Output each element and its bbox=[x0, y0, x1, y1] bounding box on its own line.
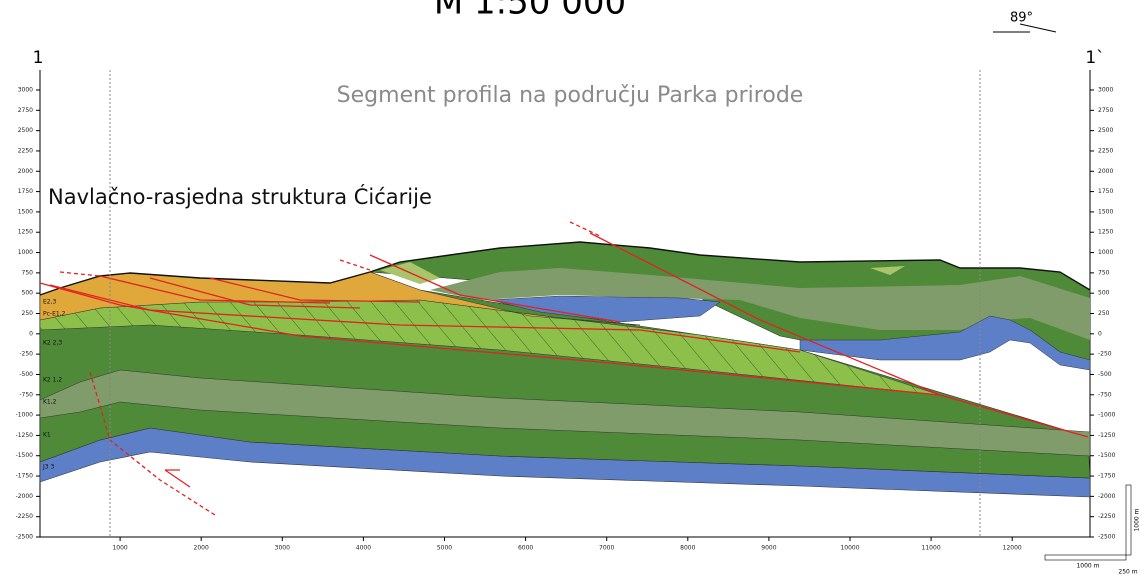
scale-bar-label: 1000 m bbox=[1076, 563, 1099, 570]
y-tick-label: 2250 bbox=[18, 147, 33, 154]
x-tick-label: 12000 bbox=[1003, 545, 1022, 552]
y-tick-label-right: 1750 bbox=[1098, 188, 1113, 195]
x-tick-label: 9000 bbox=[761, 545, 776, 552]
y-tick-label-right: 1000 bbox=[1098, 249, 1113, 256]
y-tick-label-right: 750 bbox=[1098, 269, 1110, 276]
y-tick-label: -1250 bbox=[16, 432, 34, 439]
profile-start: 1 bbox=[33, 48, 44, 68]
y-tick-label: 1000 bbox=[18, 249, 33, 256]
y-tick-label-right: 1500 bbox=[1098, 208, 1113, 215]
x-tick-label: 3000 bbox=[275, 545, 290, 552]
y-tick-label-right: 3000 bbox=[1098, 87, 1113, 94]
x-tick-label: 2000 bbox=[194, 545, 209, 552]
y-tick-label-right: 500 bbox=[1098, 290, 1110, 297]
y-tick-label-right: -750 bbox=[1098, 391, 1112, 398]
x-tick-label: 7000 bbox=[599, 545, 614, 552]
x-tick-label: 1000 bbox=[112, 545, 127, 552]
cross-section: M 1:50 000 89° 1 1` Segment profila na p… bbox=[0, 0, 1141, 576]
scale-bar bbox=[1045, 555, 1126, 560]
y-tick-label-right: 2250 bbox=[1098, 147, 1113, 154]
y-tick-label: -1500 bbox=[16, 452, 34, 459]
scale-title: M 1:50 000 bbox=[434, 0, 626, 23]
y-tick-label: 2750 bbox=[18, 107, 33, 114]
y-tick-label: 1750 bbox=[18, 188, 33, 195]
y-tick-label-right: -1000 bbox=[1098, 412, 1116, 419]
y-tick-label-right: -2000 bbox=[1098, 493, 1116, 500]
layer-label: Pc-E1,2 bbox=[43, 311, 66, 318]
y-tick-label-right: -500 bbox=[1098, 371, 1112, 378]
x-tick-label: 10000 bbox=[840, 545, 859, 552]
y-tick-label: 750 bbox=[22, 269, 34, 276]
y-tick-label: -500 bbox=[19, 371, 33, 378]
y-tick-label-right: 2000 bbox=[1098, 168, 1113, 175]
layer-label: K1,2 bbox=[43, 399, 57, 406]
y-tick-label: 500 bbox=[22, 290, 34, 297]
y-tick-label: -750 bbox=[19, 391, 33, 398]
scale-bar-vertical-label: 1000 m bbox=[1134, 508, 1141, 531]
y-tick-label: 3000 bbox=[18, 87, 33, 94]
y-tick-label-right: -250 bbox=[1098, 351, 1112, 358]
y-tick-label-right: 2750 bbox=[1098, 107, 1113, 114]
x-tick-label: 6000 bbox=[518, 545, 533, 552]
y-tick-label: -1750 bbox=[16, 473, 34, 480]
y-tick-label-right: -1750 bbox=[1098, 473, 1116, 480]
x-tick-label: 5000 bbox=[437, 545, 452, 552]
x-tick-label: 11000 bbox=[922, 545, 941, 552]
y-tick-label: 1500 bbox=[18, 208, 33, 215]
y-tick-label-right: -1250 bbox=[1098, 432, 1116, 439]
y-tick-label: 2000 bbox=[18, 168, 33, 175]
y-tick-label: -250 bbox=[19, 351, 33, 358]
scale-bar-vertical bbox=[1126, 485, 1131, 555]
y-tick-label-right: -2250 bbox=[1098, 513, 1116, 520]
scale-bar-minor: 250 m bbox=[1118, 569, 1137, 576]
y-tick-label: 0 bbox=[29, 330, 33, 337]
layer-label: J3 3 bbox=[42, 464, 54, 471]
y-tick-label: -1000 bbox=[16, 412, 34, 419]
orientation: 89° bbox=[1010, 11, 1033, 26]
layer-label: K2 2,3 bbox=[43, 340, 62, 347]
segment-label: Segment profila na području Parka prirod… bbox=[337, 83, 804, 108]
y-tick-label: -2000 bbox=[16, 493, 34, 500]
orientation-arrow bbox=[993, 24, 1056, 32]
layer-label: K1 bbox=[43, 432, 51, 439]
y-tick-label-right: 2500 bbox=[1098, 127, 1113, 134]
y-tick-label: -2250 bbox=[16, 513, 34, 520]
structure-label: Navlačno-rasjedna struktura Ćićarije bbox=[48, 184, 432, 209]
x-tick-label: 4000 bbox=[356, 545, 371, 552]
x-tick-label: 8000 bbox=[680, 545, 695, 552]
profile-end: 1` bbox=[1085, 48, 1104, 68]
y-tick-label-right: 1250 bbox=[1098, 229, 1113, 236]
layer-label: E2,3 bbox=[43, 299, 57, 306]
layer-label: K2 1,2 bbox=[43, 377, 62, 384]
y-tick-label: -2500 bbox=[16, 534, 34, 541]
y-tick-label: 250 bbox=[22, 310, 34, 317]
y-tick-label-right: 250 bbox=[1098, 310, 1110, 317]
y-tick-label-right: -2500 bbox=[1098, 534, 1116, 541]
y-tick-label-right: 0 bbox=[1098, 330, 1102, 337]
y-tick-label-right: -1500 bbox=[1098, 452, 1116, 459]
y-tick-label: 2500 bbox=[18, 127, 33, 134]
y-tick-label: 1250 bbox=[18, 229, 33, 236]
